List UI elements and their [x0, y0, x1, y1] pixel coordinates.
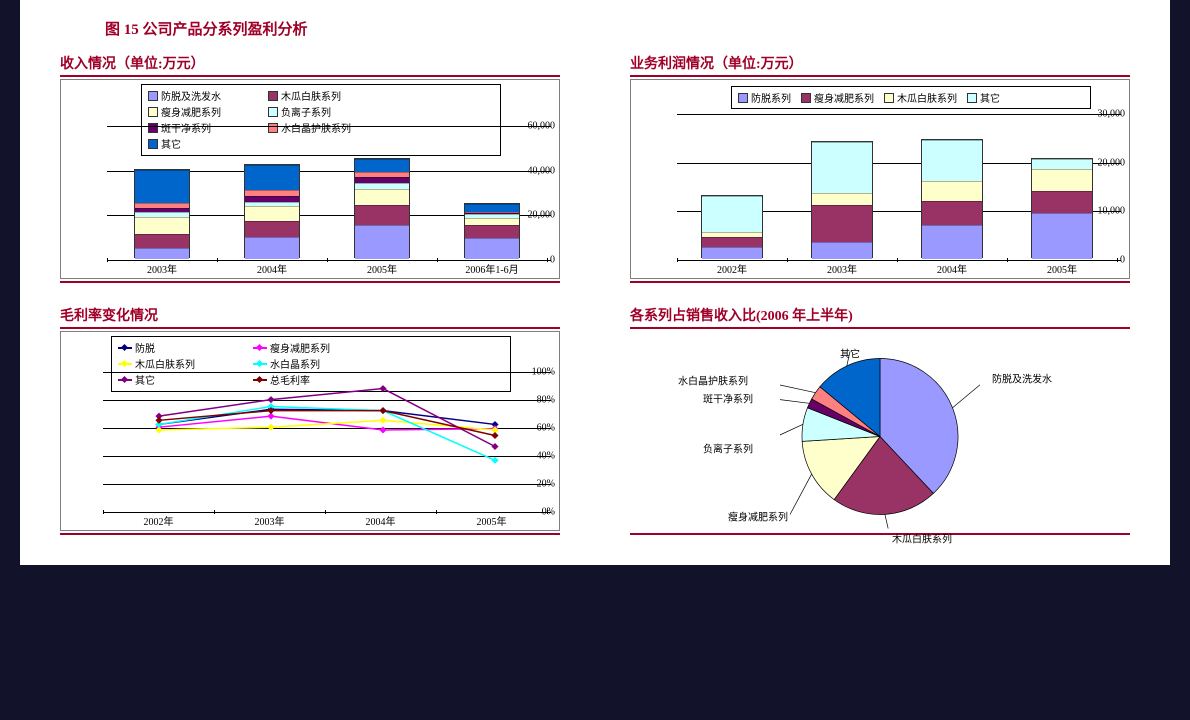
chart-a-plot — [107, 126, 551, 258]
x-tick-label: 2002年 — [717, 261, 747, 276]
legend-label: 木瓜白肤系列 — [897, 90, 957, 105]
bar — [921, 139, 983, 258]
x-tick-label: 2004年 — [366, 513, 396, 528]
legend-label: 负离子系列 — [281, 104, 331, 119]
x-tick-label: 2003年 — [255, 513, 285, 528]
x-tick-label: 2004年 — [937, 261, 967, 276]
chart-d-title: 各系列占销售收入比(2006 年上半年) — [630, 305, 1130, 325]
chart-c-cell: 毛利率变化情况 防脱瘦身减肥系列木瓜白肤系列水白晶系列其它总毛利率0%20%40… — [60, 305, 560, 535]
x-tick-label: 2006年1-6月 — [465, 261, 518, 276]
y-tick-label: 20% — [537, 479, 555, 490]
bar — [134, 169, 190, 258]
x-tick-label: 2005年 — [367, 261, 397, 276]
y-tick-label: 0 — [1120, 255, 1125, 266]
chart-d-cell: 各系列占销售收入比(2006 年上半年) 防脱及洗发水木瓜白肤系列瘦身减肥系列负… — [630, 305, 1130, 535]
pie-label: 负离子系列 — [703, 441, 753, 456]
legend-label: 防脱及洗发水 — [161, 88, 221, 103]
pie-wrap: 防脱及洗发水木瓜白肤系列瘦身减肥系列负离子系列斑干净系列水白晶护肤系列其它 — [780, 345, 980, 534]
legend-label: 瘦身减肥系列 — [161, 104, 221, 119]
y-tick-label: 60% — [537, 423, 555, 434]
legend-label: 防脱 — [135, 340, 155, 355]
chart-b-legend: 防脱系列 瘦身减肥系列 木瓜白肤系列 其它 — [731, 86, 1091, 109]
pie-label: 斑干净系列 — [703, 391, 753, 406]
pie-label: 水白晶护肤系列 — [678, 373, 748, 388]
y-tick-label: 100% — [532, 367, 555, 378]
y-tick-label: 40% — [537, 451, 555, 462]
pie-label: 木瓜白肤系列 — [892, 531, 952, 546]
figure-title: 图 15 公司产品分系列盈利分析 — [105, 18, 1130, 39]
chart-b-cell: 业务利润情况（单位:万元） 防脱系列 瘦身减肥系列 木瓜白肤系列 其它 0 10,000 2… — [630, 53, 1130, 283]
y-tick-label: 20,000 — [1098, 157, 1126, 168]
chart-a: 防脱及洗发水木瓜白肤系列瘦身减肥系列负离子系列斑干净系列水白晶护肤系列其它020… — [60, 79, 560, 279]
pie-svg — [780, 345, 980, 529]
pie-label: 防脱及洗发水 — [992, 371, 1052, 386]
y-tick-label: 40,000 — [528, 165, 556, 176]
chart-c-plot — [103, 372, 551, 510]
y-tick-label: 60,000 — [528, 121, 556, 132]
chart-a-cell: 收入情况（单位:万元） 防脱及洗发水木瓜白肤系列瘦身减肥系列负离子系列斑干净系列… — [60, 53, 560, 283]
x-tick-label: 2005年 — [477, 513, 507, 528]
bar — [701, 195, 763, 258]
legend-label: 水白晶系列 — [270, 356, 320, 371]
bar — [464, 203, 520, 258]
chart-b: 防脱系列 瘦身减肥系列 木瓜白肤系列 其它 0 10,000 20,000 30,000 200… — [630, 79, 1130, 279]
bar — [354, 158, 410, 259]
chart-b-title: 业务利润情况（单位:万元） — [630, 53, 1130, 73]
x-tick-label: 2004年 — [257, 261, 287, 276]
chart-d: 防脱及洗发水木瓜白肤系列瘦身减肥系列负离子系列斑干净系列水白晶护肤系列其它 — [630, 331, 1130, 531]
legend-label: 木瓜白肤系列 — [281, 88, 341, 103]
bar — [811, 141, 873, 258]
pie-label: 其它 — [840, 346, 860, 361]
legend-label: 瘦身减肥系列 — [270, 340, 330, 355]
x-tick-label: 2005年 — [1047, 261, 1077, 276]
report-page: 图 15 公司产品分系列盈利分析 收入情况（单位:万元） 防脱及洗发水木瓜白肤系… — [20, 0, 1170, 565]
x-tick-label: 2003年 — [147, 261, 177, 276]
bar — [244, 164, 300, 258]
y-tick-label: 80% — [537, 395, 555, 406]
y-tick-label: 20,000 — [528, 210, 556, 221]
chart-c-lines — [103, 372, 551, 510]
bar — [1031, 158, 1093, 258]
chart-grid: 收入情况（单位:万元） 防脱及洗发水木瓜白肤系列瘦身减肥系列负离子系列斑干净系列… — [60, 53, 1130, 535]
x-tick-label: 2002年 — [144, 513, 174, 528]
legend-label: 其它 — [980, 90, 1000, 105]
x-tick-label: 2003年 — [827, 261, 857, 276]
chart-a-title: 收入情况（单位:万元） — [60, 53, 560, 73]
y-tick-label: 30,000 — [1098, 109, 1126, 120]
legend-label: 木瓜白肤系列 — [135, 356, 195, 371]
y-tick-label: 10,000 — [1098, 206, 1126, 217]
chart-b-plot — [677, 114, 1121, 258]
pie-label: 瘦身减肥系列 — [728, 509, 788, 524]
y-tick-label: 0% — [542, 507, 555, 518]
legend-label: 防脱系列 — [751, 90, 791, 105]
chart-c: 防脱瘦身减肥系列木瓜白肤系列水白晶系列其它总毛利率0%20%40%60%80%1… — [60, 331, 560, 531]
y-tick-label: 0 — [550, 255, 555, 266]
chart-c-title: 毛利率变化情况 — [60, 305, 560, 325]
legend-label: 瘦身减肥系列 — [814, 90, 874, 105]
